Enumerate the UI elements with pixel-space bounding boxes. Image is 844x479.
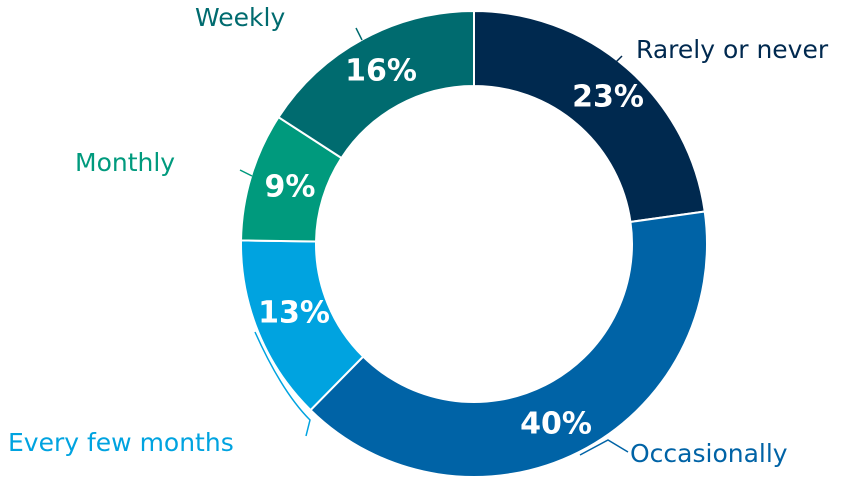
- category-label: Weekly: [195, 3, 285, 32]
- category-label: Every few months: [8, 428, 234, 457]
- donut-slices: [240, 9, 708, 478]
- slice-weekly: [277, 9, 475, 160]
- percent-label: 23%: [572, 80, 644, 115]
- category-label: Occasionally: [630, 439, 788, 468]
- category-label: Rarely or never: [636, 35, 829, 64]
- percent-label: 16%: [345, 54, 417, 89]
- category-label: Monthly: [75, 148, 175, 177]
- leader-line: [239, 169, 253, 177]
- percent-labels: 23% 40% 13% 9% 16%: [258, 54, 644, 442]
- percent-label: 40%: [520, 407, 592, 442]
- leader-line: [611, 55, 623, 67]
- leader-line: [355, 27, 363, 41]
- percent-label: 9%: [265, 170, 316, 205]
- percent-label: 13%: [258, 296, 330, 331]
- slice-rarely-or-never: [473, 9, 706, 224]
- slice-occasionally: [309, 210, 708, 478]
- leader-line: [579, 439, 629, 456]
- leader-line: [254, 331, 311, 437]
- leader-lines: [239, 27, 629, 456]
- category-labels: Rarely or never Occasionally Every few mon…: [8, 3, 829, 468]
